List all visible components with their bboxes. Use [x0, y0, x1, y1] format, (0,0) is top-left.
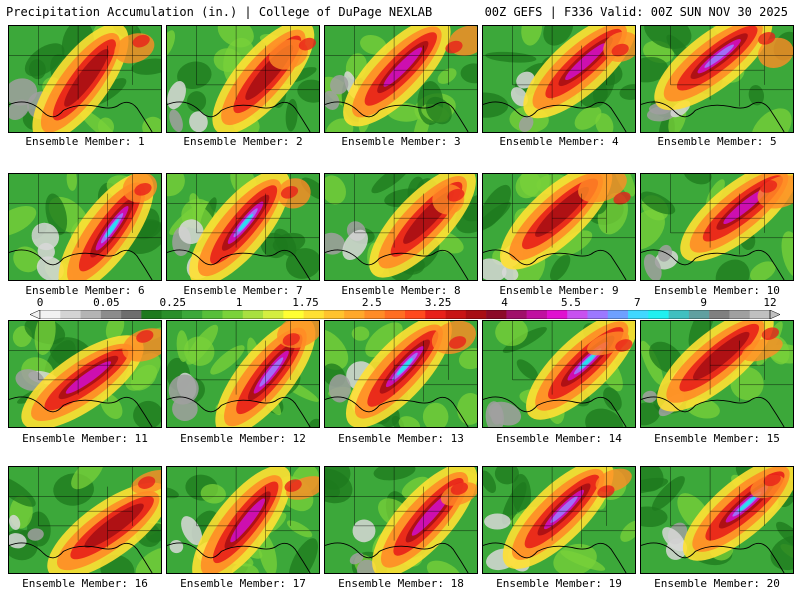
ensemble-member-label: Ensemble Member: 2	[183, 135, 303, 148]
ensemble-map-panel	[482, 173, 636, 281]
colorbar-tick-label: 7	[633, 296, 641, 309]
ensemble-map-panel	[640, 25, 794, 133]
ensemble-map-panel	[482, 466, 636, 574]
ensemble-map-panel	[324, 173, 478, 281]
ensemble-map-panel	[166, 173, 320, 281]
ensemble-member-label: Ensemble Member: 3	[341, 135, 461, 148]
ensemble-member-label: Ensemble Member: 19	[496, 577, 622, 590]
ensemble-map-panel	[166, 466, 320, 574]
ensemble-member-label: Ensemble Member: 20	[654, 577, 780, 590]
ensemble-member-label: Ensemble Member: 10	[654, 284, 780, 297]
ensemble-member-label: Ensemble Member: 8	[341, 284, 461, 297]
ensemble-member-label: Ensemble Member: 4	[499, 135, 619, 148]
ensemble-member-label: Ensemble Member: 18	[338, 577, 464, 590]
ensemble-member-label: Ensemble Member: 12	[180, 432, 306, 445]
map-title: Precipitation Accumulation (in.) | Colle…	[6, 5, 433, 19]
ensemble-map-panel	[324, 466, 478, 574]
ensemble-map-panel	[640, 320, 794, 428]
ensemble-map-panel	[8, 173, 162, 281]
colorbar-tick-label: 9	[700, 296, 707, 309]
ensemble-map-panel	[166, 320, 320, 428]
ensemble-map-panel	[166, 25, 320, 133]
colorbar-tick-label: 1.75	[292, 296, 319, 309]
colorbar-tick-label: 5.5	[560, 296, 581, 309]
ensemble-map-panel	[640, 466, 794, 574]
ensemble-member-label: Ensemble Member: 14	[496, 432, 622, 445]
ensemble-map-panel	[8, 25, 162, 133]
ensemble-map-panel	[324, 25, 478, 133]
ensemble-member-label: Ensemble Member: 1	[25, 135, 145, 148]
colorbar-tick-label: 0	[36, 296, 44, 309]
ensemble-member-label: Ensemble Member: 7	[183, 284, 303, 297]
colorbar-tick-label: 4	[501, 296, 508, 309]
ensemble-member-label: Ensemble Member: 15	[654, 432, 780, 445]
colorbar-tick-label: 12	[763, 296, 777, 309]
colorbar-tick-label: 3.25	[424, 296, 452, 309]
colorbar-tick-label: 0.25	[159, 296, 186, 309]
ensemble-member-label: Ensemble Member: 13	[338, 432, 464, 445]
ensemble-member-label: Ensemble Member: 9	[499, 284, 619, 297]
ensemble-map-panel	[482, 320, 636, 428]
precip-colorbar	[30, 310, 780, 319]
ensemble-map-panel	[8, 320, 162, 428]
valid-time: 00Z GEFS | F336 Valid: 00Z SUN NOV 30 20…	[484, 5, 788, 19]
ensemble-map-panel	[640, 173, 794, 281]
ensemble-member-label: Ensemble Member: 6	[25, 284, 145, 297]
ensemble-member-label: Ensemble Member: 17	[180, 577, 306, 590]
ensemble-member-label: Ensemble Member: 11	[22, 432, 148, 445]
ensemble-map-panel	[324, 320, 478, 428]
ensemble-map-panel	[8, 466, 162, 574]
colorbar-tick-label: 1	[235, 296, 243, 309]
ensemble-member-label: Ensemble Member: 5	[657, 135, 777, 148]
colorbar-tick-label: 0.05	[93, 296, 120, 309]
colorbar-tick-label: 2.5	[361, 296, 382, 309]
ensemble-map-panel	[482, 25, 636, 133]
ensemble-member-label: Ensemble Member: 16	[22, 577, 148, 590]
